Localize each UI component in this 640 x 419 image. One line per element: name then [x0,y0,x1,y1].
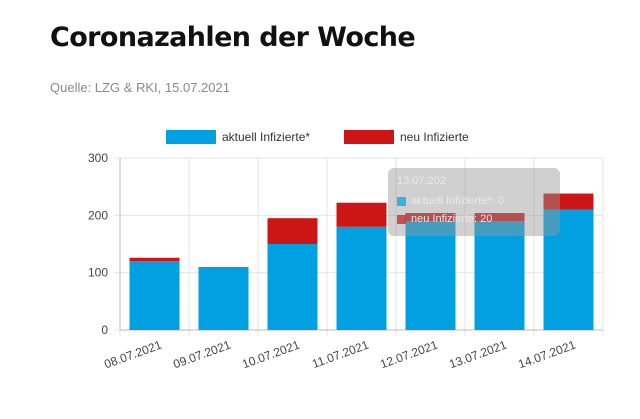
bar-neu-infizierte [405,213,456,222]
bar-neu-infizierte [543,193,594,210]
x-tick-label: 11.07.2021 [310,338,371,372]
y-tick-label: 200 [88,208,108,222]
legend-item-aktuell-infizierte[interactable]: aktuell Infizierte* [166,130,310,144]
bar-aktuell-infizierte [543,209,594,330]
x-tick-label: 09.07.2021 [171,338,233,372]
legend-swatch-red [344,130,394,144]
x-tick-label: 13.07.2021 [447,338,509,372]
bar-aktuell-infizierte [405,221,456,330]
legend-item-neu-infizierte[interactable]: neu Infizierte [344,130,469,144]
tooltip-row: neu Infizierte: 20 [397,213,492,225]
tooltip-swatch [397,214,406,224]
source-line: Quelle: LZG & RKI, 15.07.2021 [50,80,230,95]
bar-neu-infizierte [129,257,180,262]
tooltip-swatch [397,196,406,206]
page-title: Coronazahlen der Woche [50,22,416,53]
tooltip-label: neu Infizierte: 20 [411,213,493,225]
bar-aktuell-infizierte [198,266,249,330]
bar-aktuell-infizierte [129,261,180,330]
x-tick-label: 12.07.2021 [378,338,440,372]
y-tick-label: 0 [101,323,108,337]
y-tick-label: 100 [88,266,108,280]
legend-swatch-blue [166,130,216,144]
bar-neu-infizierte [267,218,318,244]
tooltip-title: 13.07.202 [397,175,446,187]
bar-neu-infizierte [474,213,525,222]
bar-aktuell-infizierte [336,226,387,330]
tooltip-row: aktuell Infizierte*: 0 [397,195,504,207]
chart-tooltip: 13.07.202 aktuell Infizierte*: 0 neu Inf… [388,168,560,236]
x-tick-label: 08.07.2021 [102,338,164,372]
y-tick-label: 300 [88,151,108,165]
bar-aktuell-infizierte [474,221,525,330]
tooltip-label: aktuell Infizierte*: 0 [411,195,504,207]
bar-aktuell-infizierte [267,244,318,330]
legend-label: aktuell Infizierte* [222,130,311,144]
x-tick-label: 14.07.2021 [516,338,578,372]
bar-neu-infizierte [336,202,387,227]
legend-label: neu Infizierte [400,130,469,144]
x-tick-label: 10.07.2021 [240,338,302,372]
